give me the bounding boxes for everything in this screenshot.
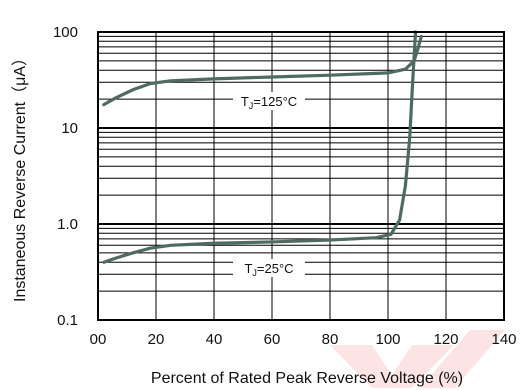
y-tick-label: 10 bbox=[61, 120, 78, 137]
curve-label: TJ=25°C bbox=[244, 261, 293, 278]
y-axis-title: Instaneous Reverse Current（μA） bbox=[11, 50, 29, 302]
x-tick-label: 20 bbox=[148, 331, 165, 348]
x-tick-label: 40 bbox=[206, 331, 223, 348]
x-tick-labels: 00 20 40 60 80 100 120 140 bbox=[90, 331, 517, 348]
x-axis-title: Percent of Rated Peak Reverse Voltage (%… bbox=[151, 370, 463, 387]
series-line bbox=[102, 30, 418, 264]
x-tick-label: 140 bbox=[491, 331, 516, 348]
x-tick-label: 60 bbox=[264, 331, 281, 348]
y-tick-label: 100 bbox=[53, 24, 78, 41]
x-tick-label: 120 bbox=[433, 331, 458, 348]
curves bbox=[102, 30, 423, 264]
curve-label: TJ=125°C bbox=[241, 94, 297, 111]
watermark-logo bbox=[330, 330, 505, 388]
x-tick-label: 80 bbox=[322, 331, 339, 348]
curve-labels: TJ=125°C TJ=25°C bbox=[233, 92, 305, 278]
x-tick-label: 100 bbox=[375, 331, 400, 348]
curve-label-background bbox=[233, 92, 305, 110]
plot-frame bbox=[97, 31, 505, 321]
y-tick-labels: 0.1 1.0 10 100 bbox=[53, 24, 78, 329]
y-tick-label: 1.0 bbox=[57, 216, 78, 233]
y-tick-label: 0.1 bbox=[57, 312, 78, 329]
curve-label-background bbox=[233, 259, 305, 277]
x-tick-label: 00 bbox=[90, 331, 107, 348]
